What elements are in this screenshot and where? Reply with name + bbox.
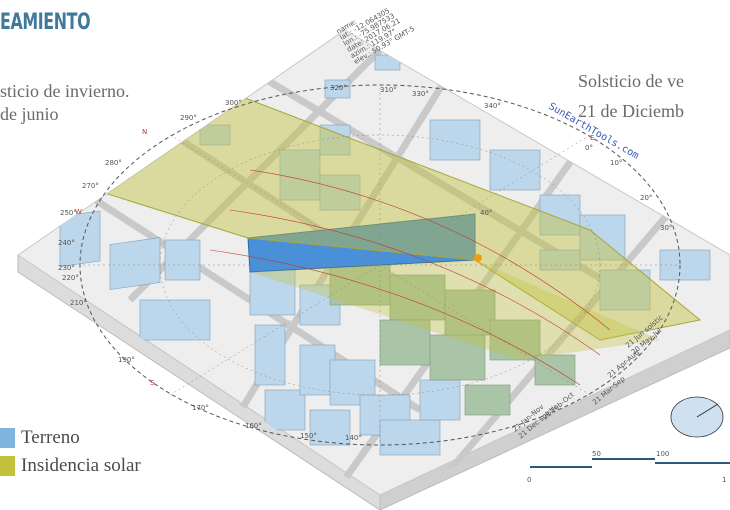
sun-position-marker	[474, 254, 482, 262]
compass-label-40: 40°	[480, 209, 492, 217]
compass-label-20: 20°	[640, 194, 652, 202]
compass-label-240: 240°	[58, 239, 75, 247]
compass-label-150: 150°	[300, 432, 317, 440]
summer-line-1: Solsticio de ve	[578, 71, 684, 91]
compass-label-140: 140°	[345, 434, 362, 442]
compass-label-280: 280°	[105, 159, 122, 167]
legend-item-terrain: Terreno	[0, 424, 141, 452]
legend-label-terrain: Terreno	[21, 427, 80, 448]
compass-label-270: 270°	[82, 182, 99, 190]
compass-label-190: 190°	[118, 356, 135, 364]
summer-line-2: 21 de Diciemb	[578, 101, 684, 121]
compass-label-170: 170°	[192, 404, 209, 412]
compass-label-330: 330°	[412, 90, 429, 98]
solar-incidence-zone-2	[250, 260, 660, 360]
winter-line-1: sticio de invierno.	[0, 81, 130, 101]
page-title: EAMIENTO	[0, 10, 91, 35]
compass-label-250: 250°	[60, 209, 77, 217]
compass-label-30: 30°	[660, 224, 672, 232]
compass-label-340: 340°	[484, 102, 501, 110]
scale-bar	[530, 458, 730, 468]
scale-tick-0: 0	[527, 476, 531, 484]
compass-label-290: 290°	[180, 114, 197, 122]
summer-solstice-caption: Solsticio de ve 21 de Diciemb	[578, 66, 684, 126]
legend-swatch-solar	[0, 456, 15, 476]
compass-label-230: 230°	[58, 264, 75, 272]
compass-label-320: 320°	[330, 84, 347, 92]
compass-label-210: 210°	[70, 299, 87, 307]
compass-label-e: E	[590, 134, 594, 142]
compass-needle	[696, 403, 719, 418]
radial-lines	[80, 85, 680, 445]
scale-tick-100: 100	[656, 450, 669, 458]
solar-incidence-zone	[93, 97, 702, 341]
winter-solstice-caption: sticio de invierno. de junio	[0, 80, 129, 126]
compass-label-s: S	[150, 379, 155, 387]
sun-arcs	[209, 169, 611, 386]
legend: Terreno Insidencia solar	[0, 424, 141, 480]
winter-line-2: de junio	[0, 104, 59, 124]
legend-item-solar: Insidencia solar	[0, 452, 141, 480]
legend-swatch-terrain	[0, 428, 15, 448]
buildings	[59, 54, 711, 456]
compass-label-0: 0°	[585, 144, 593, 152]
scale-tick-150: 1	[722, 476, 726, 484]
legend-label-solar: Insidencia solar	[21, 455, 141, 476]
compass-label-160: 160°	[245, 422, 262, 430]
compass-label-310: 310°	[380, 86, 397, 94]
compass-label-220: 220°	[62, 274, 79, 282]
compass-label-10: 10°	[610, 159, 622, 167]
compass-label-n: N	[142, 128, 147, 136]
compass-label-w: W	[75, 208, 82, 216]
compass-label-300: 300°	[225, 99, 242, 107]
scale-tick-50: 50	[592, 450, 601, 458]
sun-path-circle	[79, 84, 681, 446]
